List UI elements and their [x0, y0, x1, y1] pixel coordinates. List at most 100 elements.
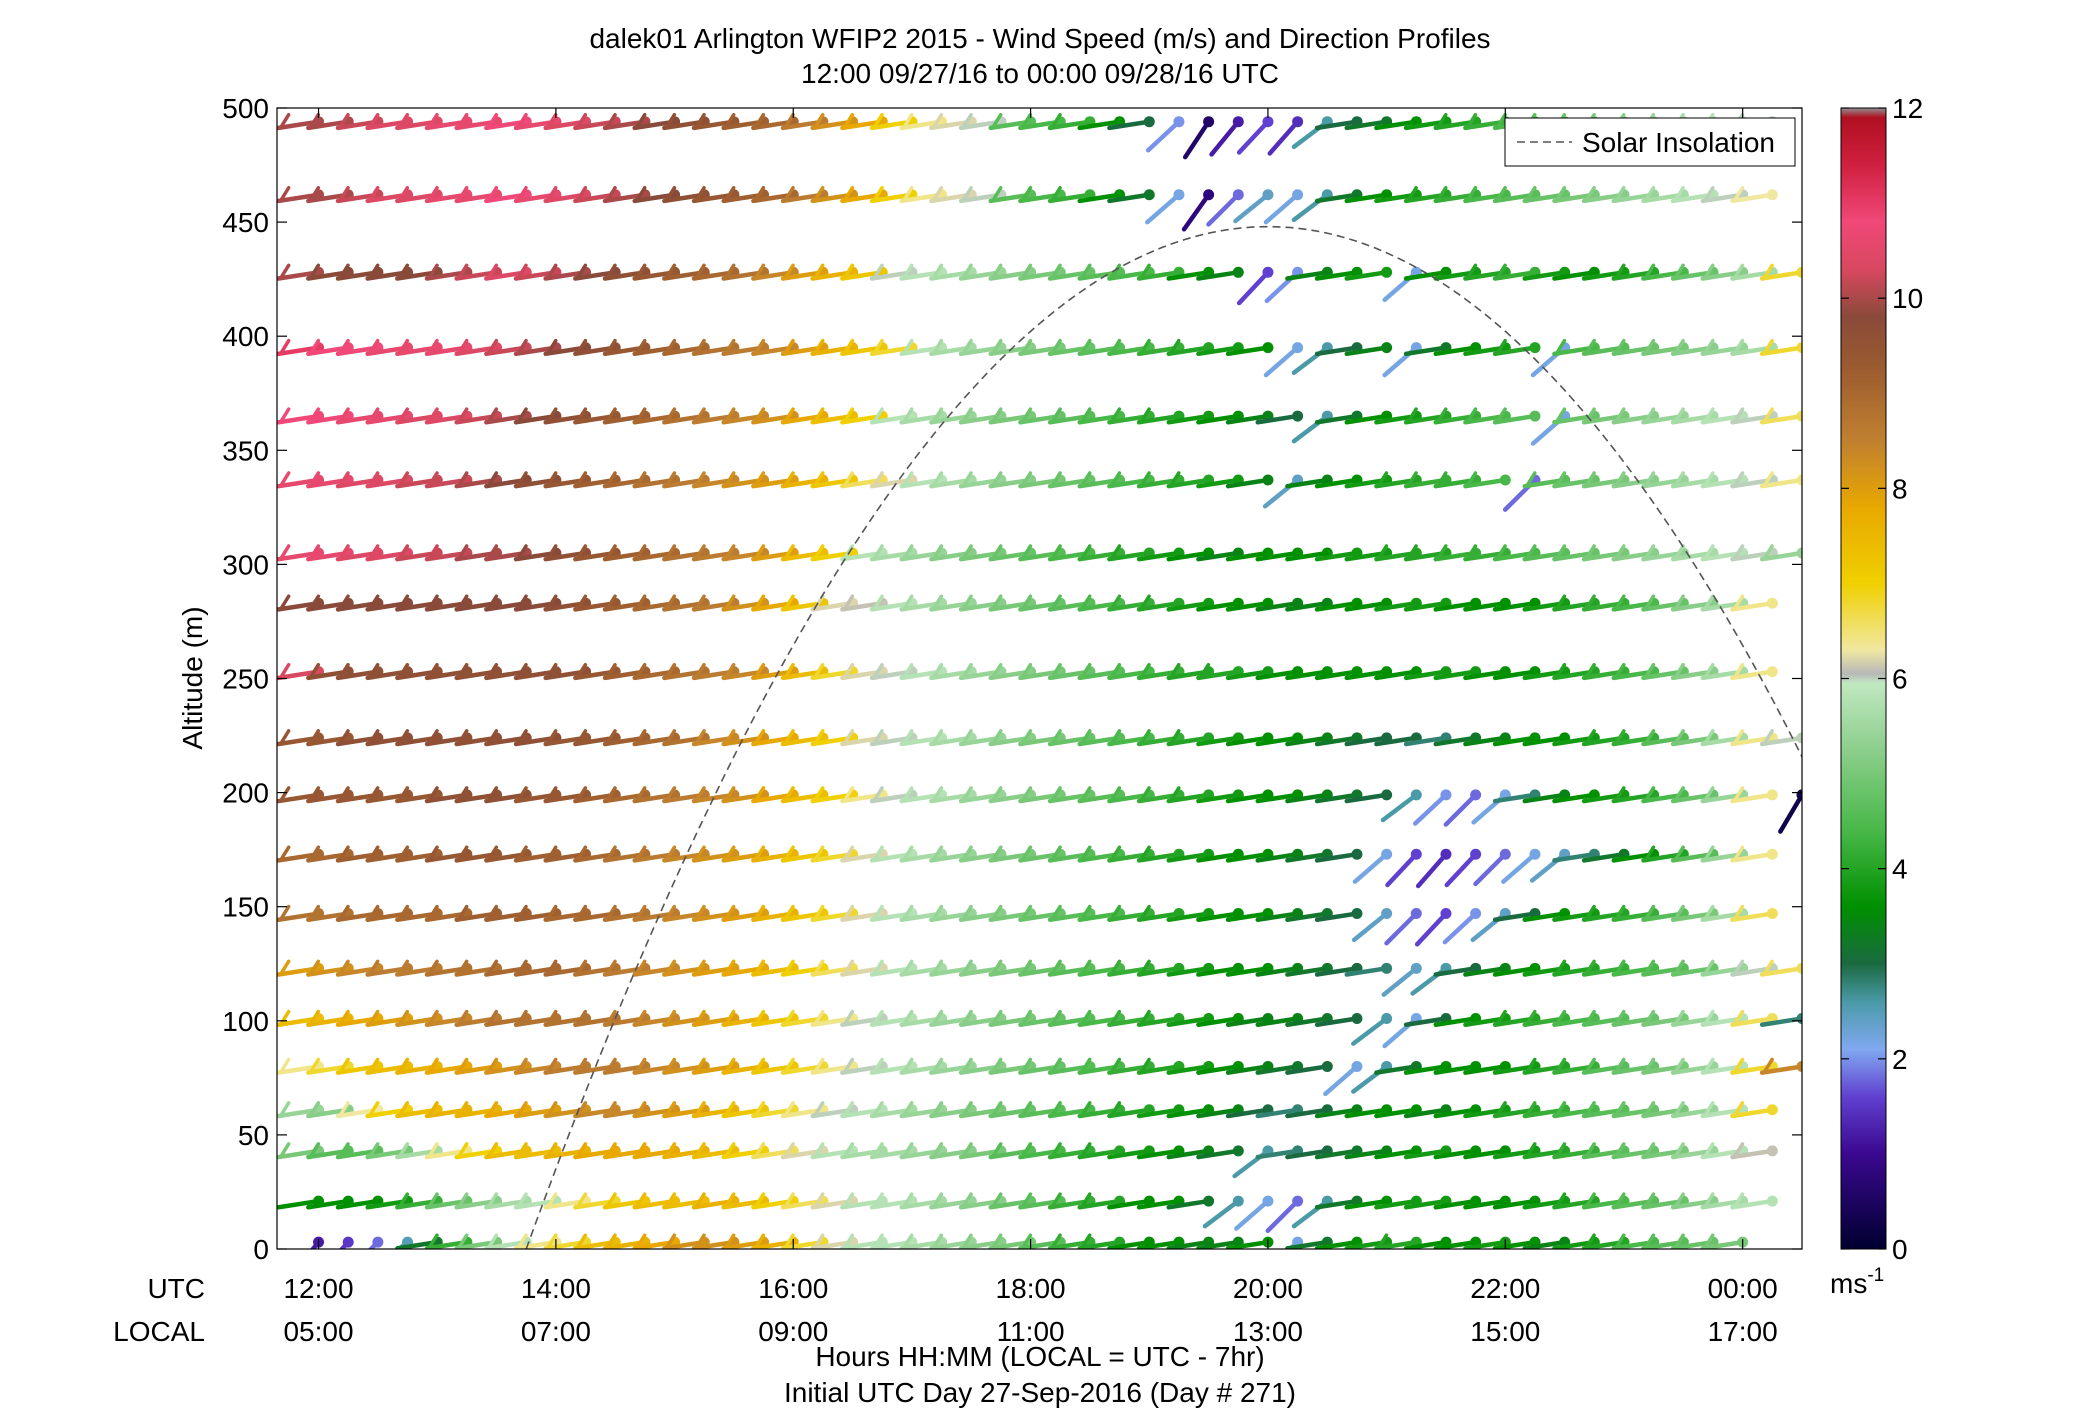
wind-barb-shaft [1463, 1239, 1508, 1249]
wind-barb-feather [1643, 1192, 1656, 1209]
wind-barb-feather [1109, 263, 1122, 281]
wind-barb-station [1262, 1195, 1274, 1207]
wind-barb-shaft [1759, 345, 1802, 357]
wind-barb-feather [516, 845, 528, 863]
wind-barb-shaft [1236, 119, 1271, 155]
wind-barb-station [342, 1236, 354, 1248]
wind-barb-shaft [1403, 735, 1449, 747]
local-row-label: LOCAL [113, 1316, 205, 1347]
wind-barb-shaft [1344, 270, 1389, 281]
wind-barb-feather [486, 186, 499, 203]
wind-barb-feather [1732, 263, 1745, 281]
wind-barb-feather [1614, 1101, 1626, 1118]
wind-barb-station [1766, 1145, 1778, 1157]
wind-barb-feather [1050, 904, 1062, 922]
wind-barb-feather [1050, 845, 1062, 863]
wind-barb-feather [1643, 959, 1656, 977]
wind-barb-feather [1050, 186, 1062, 203]
wind-barb-shaft [1136, 1016, 1182, 1027]
wind-barb-station [1292, 116, 1304, 128]
wind-barb-feather [1109, 845, 1122, 863]
wind-barb-feather [1614, 471, 1626, 488]
wind-barb-feather [427, 338, 439, 356]
wind-barb-feather [1109, 471, 1122, 488]
wind-barb-feather [1525, 1142, 1537, 1159]
wind-barb-feather [1643, 263, 1656, 281]
wind-barb-shaft [1136, 413, 1182, 425]
wind-barb-feather [931, 959, 944, 977]
wind-barb-feather [1673, 1009, 1685, 1027]
wind-barb-feather [842, 1101, 855, 1118]
wind-barb-feather [367, 729, 380, 746]
wind-barb-feather [338, 407, 350, 424]
x-tick-label-local: 17:00 [1708, 1316, 1778, 1347]
wind-barb-station [1203, 116, 1215, 128]
wind-barb-feather [367, 959, 380, 977]
wind-barb-feather [634, 904, 647, 922]
wind-barb-shaft [1145, 119, 1182, 153]
wind-barb-feather [605, 186, 617, 203]
wind-barb-shaft [1492, 735, 1538, 747]
wind-barb-station [1381, 1013, 1393, 1025]
wind-barb-feather [1465, 471, 1478, 488]
wind-barb-feather [516, 1142, 528, 1159]
wind-barb-feather [634, 1142, 647, 1159]
wind-barb-feather [397, 112, 410, 130]
wind-barb-shaft [1107, 119, 1152, 131]
wind-barb-shaft [1730, 669, 1775, 681]
wind-barb-shaft [1463, 477, 1508, 489]
wind-barb-feather [872, 1192, 884, 1209]
wind-barb-feather [634, 407, 647, 424]
wind-barb-feather [1020, 263, 1033, 281]
wind-barb-shaft [1225, 851, 1271, 863]
wind-barb-feather [516, 594, 528, 611]
colorbar-unit-base: ms [1830, 1268, 1867, 1299]
wind-barb-shaft [1323, 1064, 1360, 1097]
wind-barb-feather [961, 471, 973, 488]
wind-barb-shaft [1136, 550, 1182, 562]
wind-barb-station [1796, 342, 1802, 354]
wind-barb-shaft [1047, 192, 1093, 204]
wind-barb-feather [1732, 1101, 1745, 1118]
wind-barb-shaft [1759, 413, 1802, 425]
wind-barb-feather [723, 338, 736, 356]
wind-barb-station [1381, 962, 1393, 974]
wind-barb-feather [634, 786, 647, 803]
wind-barb-station [1410, 848, 1422, 860]
wind-barb-shaft [1352, 851, 1389, 884]
wind-barb-feather [427, 904, 439, 922]
wind-barb-shaft [1181, 192, 1211, 232]
wind-barb-feather [783, 263, 795, 281]
wind-barb-feather [605, 1192, 617, 1209]
wind-barb-shaft [1136, 1239, 1182, 1249]
wind-barb-feather [783, 594, 795, 611]
wind-barb-feather [901, 729, 914, 746]
wind-barb-feather [1673, 1057, 1685, 1075]
wind-barb-shaft [1166, 1198, 1211, 1210]
wind-barb-feather [842, 1233, 855, 1249]
wind-barb-feather [516, 471, 528, 488]
wind-barb-feather [783, 1233, 795, 1249]
wind-barb-shaft [1285, 600, 1330, 612]
wind-barb-feather [338, 786, 350, 803]
wind-barb-shaft [1166, 1016, 1211, 1027]
wind-barb-shaft [1433, 1148, 1478, 1160]
wind-barb-feather [1554, 1192, 1567, 1209]
wind-barb-feather [872, 594, 884, 611]
wind-barb-shaft [1374, 735, 1419, 747]
wind-barb-shaft [1314, 600, 1360, 612]
colorbar-unit: ms-1 [1830, 1265, 1884, 1299]
wind-barb-shaft [1166, 477, 1211, 489]
wind-barb-feather [397, 1009, 410, 1027]
wind-barb-station [1796, 410, 1802, 422]
x-tick-label-local: 15:00 [1470, 1316, 1540, 1347]
wind-barb-feather [1584, 186, 1596, 203]
wind-barb-feather [1050, 662, 1062, 680]
wind-barb-feather [1525, 186, 1537, 203]
wind-barb-feather [901, 1233, 914, 1249]
wind-barb-feather [901, 407, 914, 424]
wind-barb-shaft [1314, 792, 1360, 804]
wind-barb-feather [1673, 786, 1685, 803]
wind-barb-station [1499, 474, 1511, 486]
wind-barb-feather [427, 1192, 439, 1209]
